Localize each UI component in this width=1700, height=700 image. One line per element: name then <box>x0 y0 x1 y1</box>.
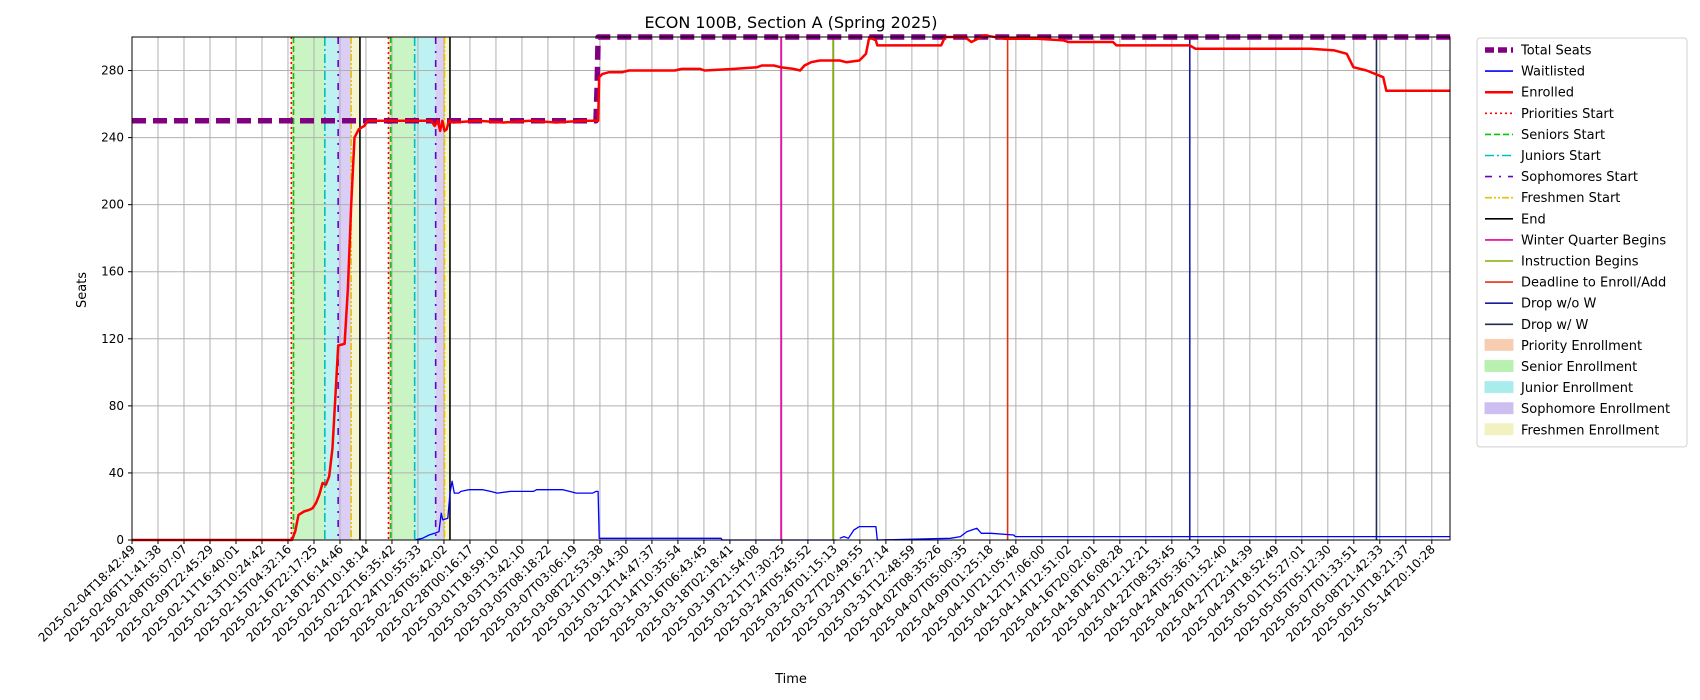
sophomore-enrollment-legend-label: Sophomore Enrollment <box>1521 402 1670 417</box>
axes-frame <box>131 36 1451 541</box>
sophomores-start-legend-label: Sophomores Start <box>1521 170 1638 185</box>
priority-enrollment-region <box>388 37 391 540</box>
senior-enrollment-region <box>293 37 325 540</box>
legend-box <box>1476 37 1688 448</box>
shaded-regions <box>291 37 450 540</box>
legend: Total Seats Waitlisted Enrolled Priorities … <box>1476 37 1688 448</box>
waitlisted-line <box>414 480 837 541</box>
priority-enrollment-legend-swatch <box>1484 338 1514 351</box>
plot-frame <box>131 36 1451 541</box>
end-legend-label: End <box>1521 212 1546 227</box>
junior-enrollment-legend-swatch <box>1484 381 1514 394</box>
deadline-to-enroll-add-legend-label: Deadline to Enroll/Add <box>1521 276 1666 291</box>
chart-title: ECON 100B, Section A (Spring 2025) <box>644 13 937 32</box>
x-axis-ticks: 2025-02-04T18:42:492025-02-06T11:41:3820… <box>36 540 1438 645</box>
freshmen-enrollment-region <box>351 37 360 540</box>
enrolled-line <box>132 34 1450 542</box>
junior-enrollment-region <box>414 37 436 540</box>
y-axis-ticks: 0 40 80 120 160 200 240 280 <box>101 64 132 547</box>
drop-w-o-w-legend-label: Drop w/o W <box>1521 297 1597 312</box>
priority-enrollment-legend-label: Priority Enrollment <box>1521 339 1642 354</box>
sophomore-enrollment-legend-swatch <box>1484 402 1514 415</box>
senior-enrollment-region <box>390 37 415 540</box>
y-tick-label: 0 <box>116 533 124 547</box>
freshmen-enrollment-region <box>444 37 450 540</box>
freshmen-enrollment-legend-label: Freshmen Enrollment <box>1521 423 1659 438</box>
enrolled-legend-label: Enrolled <box>1521 86 1574 101</box>
freshmen-enrollment-legend-swatch <box>1484 423 1514 436</box>
y-tick-label: 160 <box>101 265 124 279</box>
seniors-start-legend-label: Seniors Start <box>1521 128 1605 143</box>
instruction-begins-legend-label: Instruction Begins <box>1521 255 1639 270</box>
drop-w-w-legend-label: Drop w/ W <box>1521 318 1589 333</box>
juniors-start-legend-label: Juniors Start <box>1520 149 1601 164</box>
y-tick-label: 280 <box>101 64 124 78</box>
y-tick-label: 80 <box>109 399 124 413</box>
y-tick-label: 240 <box>101 131 124 145</box>
y-tick-label: 40 <box>109 466 124 480</box>
senior-enrollment-legend-swatch <box>1484 360 1514 372</box>
vertical-markers <box>290 37 1378 540</box>
priority-enrollment-region <box>291 37 294 540</box>
sophomore-enrollment-region <box>338 37 352 540</box>
junior-enrollment-legend-label: Junior Enrollment <box>1520 381 1633 396</box>
y-axis-title: Seats <box>75 272 90 308</box>
sophomore-enrollment-region <box>435 37 445 540</box>
total-seats-legend-label: Total Seats <box>1520 44 1592 59</box>
freshmen-start-legend-label: Freshmen Start <box>1521 191 1620 206</box>
y-tick-label: 200 <box>101 198 124 212</box>
winter-quarter-begins-legend-label: Winter Quarter Begins <box>1521 233 1666 248</box>
waitlisted-legend-label: Waitlisted <box>1521 65 1585 80</box>
senior-enrollment-legend-label: Senior Enrollment <box>1521 360 1637 375</box>
waitlisted-line <box>839 525 1450 541</box>
x-axis-title: Time <box>774 672 807 687</box>
priorities-start-legend-label: Priorities Start <box>1521 107 1614 122</box>
y-tick-label: 120 <box>101 332 124 346</box>
